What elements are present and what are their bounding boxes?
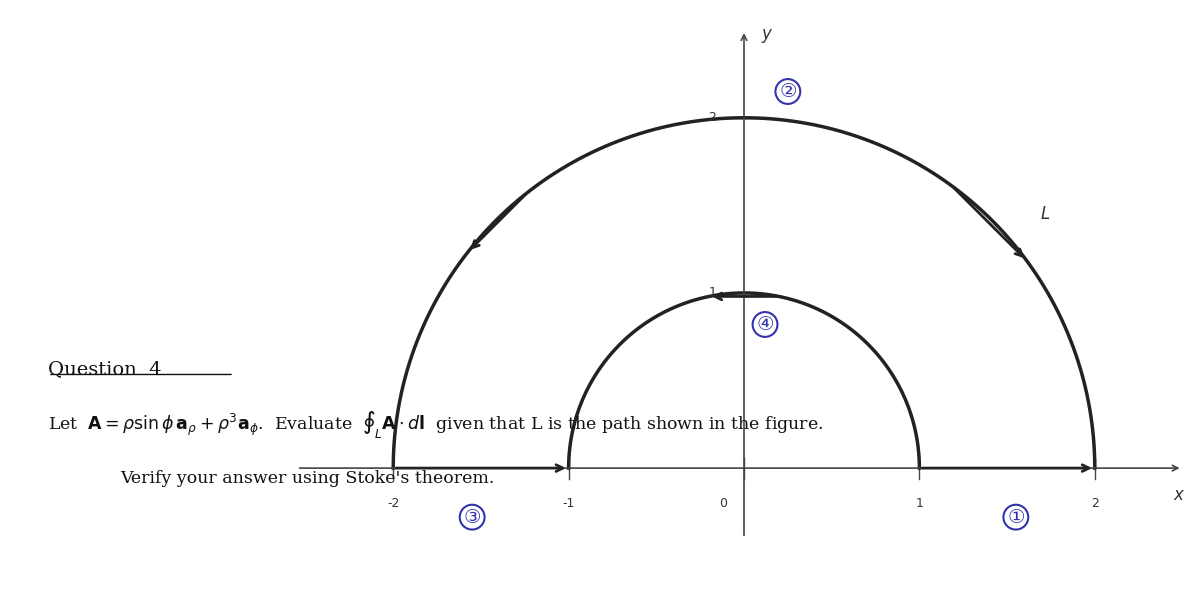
Text: 2: 2 (708, 111, 716, 124)
Text: ③: ③ (463, 507, 481, 527)
Text: L: L (1042, 205, 1050, 223)
Text: y: y (762, 25, 772, 43)
Text: 2: 2 (1091, 496, 1099, 510)
Text: ②: ② (779, 82, 797, 101)
Text: ①: ① (1007, 507, 1025, 527)
Text: 1: 1 (916, 496, 923, 510)
Text: -2: -2 (388, 496, 400, 510)
Text: Question  4: Question 4 (48, 361, 162, 379)
Text: x: x (1174, 486, 1183, 504)
Text: 1: 1 (708, 286, 716, 300)
Text: Verify your answer using Stoke's theorem.: Verify your answer using Stoke's theorem… (120, 470, 494, 487)
Text: 0: 0 (719, 496, 727, 510)
Text: ④: ④ (756, 315, 774, 334)
Text: -1: -1 (563, 496, 575, 510)
Text: Let  $\mathbf{A} = \rho\sin\phi\, \mathbf{a}_\rho + \rho^3 \mathbf{a}_\phi$.  Ev: Let $\mathbf{A} = \rho\sin\phi\, \mathbf… (48, 409, 823, 440)
